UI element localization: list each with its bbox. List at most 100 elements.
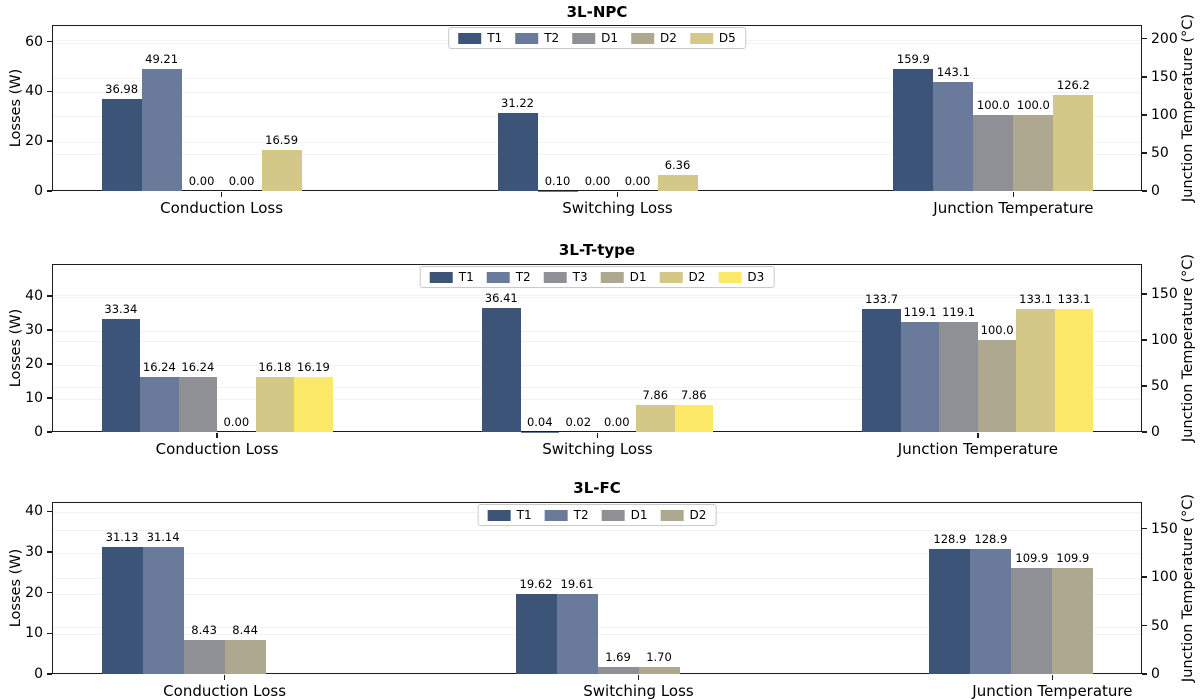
bar-t1 <box>893 69 934 191</box>
legend-item-d2: D2 <box>659 271 705 283</box>
legend-label: T1 <box>487 31 503 45</box>
y-tick-mark-left <box>47 632 52 635</box>
bar-value-label: 33.34 <box>104 301 138 316</box>
bar-value-label: 31.22 <box>501 96 534 111</box>
x-tick-mark <box>616 192 619 197</box>
bar-value-label: 7.86 <box>642 388 669 403</box>
bar-value-label: 0.04 <box>526 414 553 429</box>
bar-value-label: 126.2 <box>1056 77 1090 92</box>
grid-line <box>53 296 1141 298</box>
bar-t2 <box>933 82 974 191</box>
bar-value-label: 0.00 <box>624 174 651 188</box>
legend-label: D2 <box>660 31 677 45</box>
grid-line <box>53 553 1141 554</box>
y-tick-mark-right <box>1142 576 1147 578</box>
bar-value-label: 133.1 <box>1057 292 1091 307</box>
bar-t1 <box>101 318 141 432</box>
grid-line <box>53 386 1141 388</box>
legend-label: T2 <box>544 31 560 45</box>
legend-item-d2: D2 <box>660 509 706 521</box>
x-category-label: Switching Loss <box>583 682 694 700</box>
y-tick-mark-right <box>1142 293 1147 295</box>
y-tick-mark-left <box>47 90 52 93</box>
bar-d3 <box>1054 309 1094 432</box>
y-tick-label-left: 20 <box>25 584 43 601</box>
bar-t2 <box>900 322 940 432</box>
bar-value-label: 0.00 <box>584 174 611 188</box>
x-category-label: Junction Temperature <box>933 199 1094 217</box>
bar-d2 <box>1052 567 1094 674</box>
x-tick-mark <box>1012 192 1015 197</box>
y-tick-label-right: 150 <box>1151 285 1178 302</box>
legend-item-d3: D3 <box>718 271 764 283</box>
y-tick-mark-left <box>47 591 52 594</box>
bar-value-label: 16.24 <box>142 359 176 374</box>
bar-value-label: 1.69 <box>605 650 631 665</box>
legend-label: D1 <box>629 270 647 284</box>
bar-value-label: 7.86 <box>680 388 707 403</box>
bar-t3 <box>939 322 978 432</box>
y-tick-label-left: 60 <box>25 33 43 50</box>
y-tick-label-right: 0 <box>1151 424 1160 440</box>
bar-t2 <box>142 547 184 674</box>
y-tick-label-right: 200 <box>1151 30 1178 47</box>
legend-item-t3: T3 <box>543 270 588 284</box>
grid-line <box>53 398 1141 400</box>
bar-t1 <box>101 98 142 191</box>
y-tick-mark-right <box>1142 385 1147 387</box>
y-tick-label-right: 100 <box>1151 569 1178 586</box>
bar-d2 <box>255 376 295 432</box>
x-tick-mark <box>216 433 218 438</box>
y-tick-mark-right <box>1142 114 1147 116</box>
bar-value-label: 143.1 <box>936 65 970 80</box>
legend-item-t2: T2 <box>544 509 589 521</box>
y-tick-mark-right <box>1142 76 1147 78</box>
bar-value-label: 0.00 <box>188 174 215 188</box>
legend-swatch-icon <box>572 32 596 44</box>
y-tick-label-left: 10 <box>25 389 43 406</box>
y-tick-label-right: 0 <box>1151 183 1160 199</box>
bar-value-label: 0.00 <box>603 415 630 429</box>
legend-label: D2 <box>689 508 707 522</box>
y-tick-label-left: 20 <box>25 133 43 150</box>
bar-t1 <box>929 549 971 674</box>
y-tick-mark-left <box>47 551 52 553</box>
legend-swatch-icon <box>631 32 655 44</box>
bar-d2 <box>224 639 266 674</box>
grid-line <box>53 77 1141 79</box>
x-category-label: Switching Loss <box>562 199 673 217</box>
bar-value-label: 1.70 <box>646 650 672 665</box>
grid-line <box>53 340 1141 342</box>
y-tick-mark-right <box>1142 37 1147 40</box>
y-tick-mark-left <box>47 673 52 675</box>
x-tick-mark <box>596 433 599 438</box>
bar-value-label: 0.02 <box>565 414 592 429</box>
bar-d2 <box>1016 309 1055 432</box>
bar-value-label: 128.9 <box>974 532 1008 547</box>
legend-swatch-icon <box>659 271 683 283</box>
legend-label: D1 <box>630 508 648 522</box>
legend-label: T3 <box>572 270 588 284</box>
bar-d1 <box>183 639 225 674</box>
legend-swatch-icon <box>660 509 684 521</box>
legend-swatch-icon <box>543 271 567 283</box>
bar-d2 <box>1013 114 1054 191</box>
bar-d1 <box>597 667 639 674</box>
y-tick-mark-right <box>1142 624 1147 627</box>
y-tick-label-right: 150 <box>1151 68 1178 85</box>
y-tick-label-left: 40 <box>25 287 43 304</box>
bar-value-label: 133.7 <box>865 291 899 306</box>
legend-swatch-icon <box>458 32 482 44</box>
legend-label: T2 <box>515 270 531 284</box>
bar-value-label: 36.41 <box>484 291 518 306</box>
bar-value-label: 16.59 <box>265 132 299 147</box>
bar-value-label: 159.9 <box>896 52 930 67</box>
bar-value-label: 119.1 <box>942 305 976 320</box>
bar-value-label: 8.44 <box>232 622 258 637</box>
y-tick-label-right: 50 <box>1151 617 1169 634</box>
legend-item-t1: T1 <box>458 32 502 44</box>
bar-d5 <box>1053 94 1094 191</box>
y-tick-mark-left <box>47 190 52 192</box>
